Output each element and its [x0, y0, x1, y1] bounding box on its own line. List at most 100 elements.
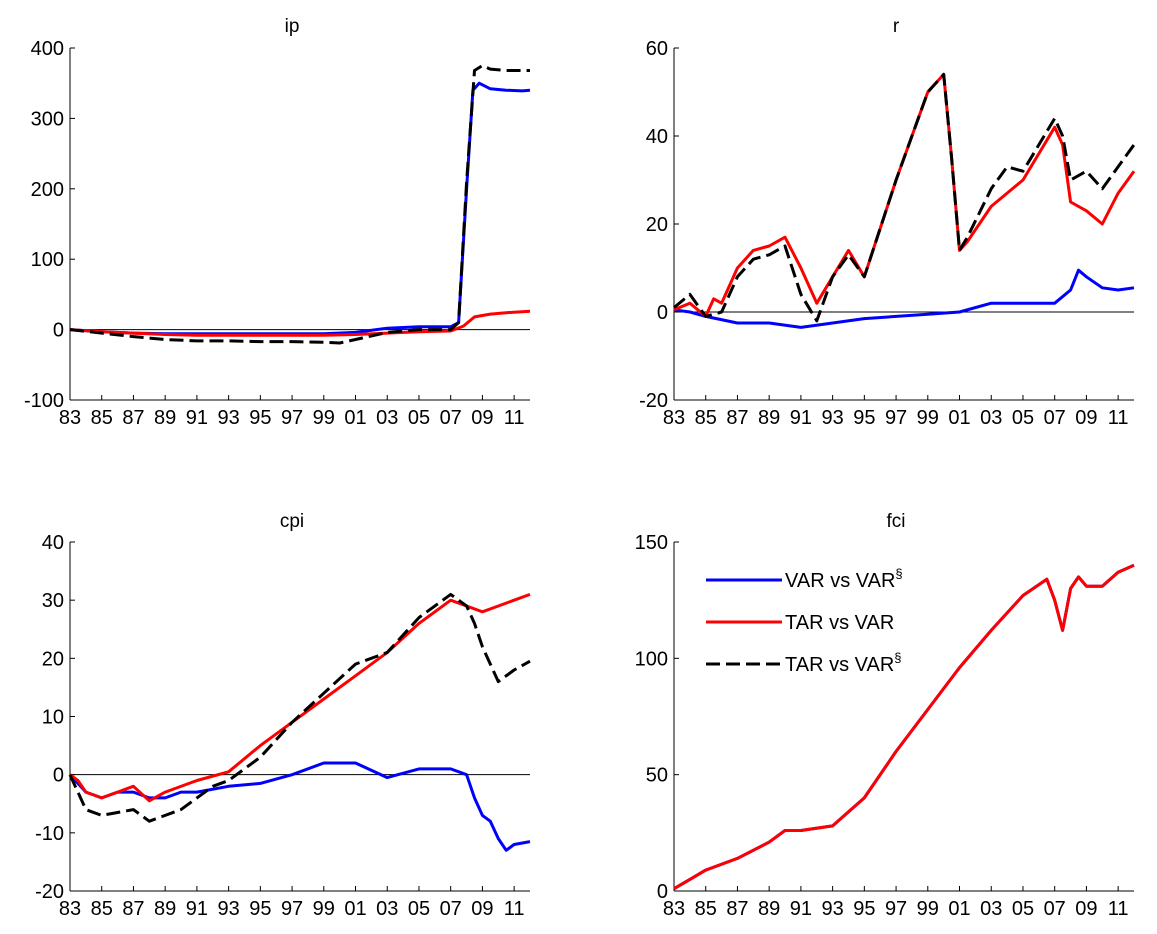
y-tick-label: 200 — [31, 179, 64, 201]
series-line-2 — [68, 592, 531, 823]
x-tick-label: 85 — [695, 898, 717, 920]
x-tick-label: 93 — [821, 898, 843, 920]
y-tick-label: 30 — [42, 590, 64, 612]
x-tick-label: 83 — [59, 898, 81, 920]
x-tick-label: 07 — [440, 407, 462, 429]
x-tick-label: 01 — [344, 898, 366, 920]
tick-group: -100 0 100 200 300 400 83 85 87 89 91 93 95 97 99 01 03 0… — [24, 38, 530, 429]
y-tick-label: 50 — [646, 765, 668, 787]
plot-area — [68, 592, 531, 852]
y-tick-label: 400 — [31, 38, 64, 60]
x-tick-label: 09 — [1075, 898, 1097, 920]
x-tick-label: 99 — [313, 407, 335, 429]
x-tick-label: 97 — [885, 407, 907, 429]
x-tick-label: 11 — [1108, 898, 1129, 920]
series-line-2 — [673, 72, 1136, 323]
x-tick-label: 03 — [980, 407, 1002, 429]
y-tick-label: 0 — [53, 765, 64, 787]
y-tick-label: -20 — [639, 390, 668, 412]
x-tick-label: 91 — [790, 407, 812, 429]
plot-area — [673, 72, 1136, 329]
series-line-1 — [69, 309, 531, 337]
tick-group: 0 50 100 150 83 85 87 89 91 93 95 97 99 01 03 05 07 09 11 — [635, 532, 1134, 920]
series-line-1 — [673, 563, 1135, 890]
x-tick-label: 09 — [471, 407, 493, 429]
plot-area — [69, 64, 531, 345]
x-tick-label: 87 — [726, 407, 748, 429]
y-tick-label: 20 — [646, 214, 668, 236]
x-tick-label: 91 — [790, 898, 812, 920]
x-tick-label: 11 — [504, 898, 525, 920]
tick-group: -20 0 20 40 60 83 85 87 89 91 93 95 97 99 01 03 05 07 09 11 — [639, 38, 1134, 429]
x-tick-label: 11 — [504, 407, 525, 429]
x-tick-label: 05 — [1012, 407, 1034, 429]
x-tick-label: 03 — [980, 898, 1002, 920]
x-tick-label: 97 — [281, 898, 303, 920]
x-tick-label: 91 — [186, 407, 208, 429]
panel-r: r -20 0 20 40 60 83 85 87 89 91 93 95 97 99 01 03 05 07 09… — [639, 16, 1136, 429]
x-tick-label: 95 — [249, 407, 271, 429]
series-line-0 — [673, 268, 1135, 329]
x-tick-label: 95 — [853, 898, 875, 920]
x-tick-label: 99 — [917, 898, 939, 920]
x-tick-label: 89 — [154, 407, 176, 429]
x-tick-label: 07 — [440, 898, 462, 920]
x-tick-label: 99 — [313, 898, 335, 920]
y-tick-label: 150 — [635, 532, 668, 554]
x-tick-label: 87 — [726, 898, 748, 920]
x-tick-label: 85 — [91, 407, 113, 429]
x-tick-label: 91 — [186, 898, 208, 920]
x-tick-label: 01 — [344, 407, 366, 429]
tick-group: -20 -10 0 10 20 30 40 83 85 87 89 91 93 95 97 99 01 03 05 0… — [35, 532, 530, 920]
x-tick-label: 97 — [281, 407, 303, 429]
legend-label: TAR vs VAR — [785, 612, 894, 634]
y-tick-label: 0 — [53, 320, 64, 342]
y-tick-label: -100 — [24, 390, 64, 412]
series-line-2 — [69, 64, 530, 345]
x-tick-label: 09 — [1075, 407, 1097, 429]
x-tick-label: 93 — [821, 407, 843, 429]
x-tick-label: 97 — [885, 898, 907, 920]
x-tick-label: 83 — [59, 407, 81, 429]
x-tick-label: 05 — [1012, 898, 1034, 920]
x-tick-label: 03 — [376, 407, 398, 429]
x-tick-label: 85 — [91, 898, 113, 920]
y-tick-label: 60 — [646, 38, 668, 60]
y-tick-label: 100 — [635, 648, 668, 670]
x-tick-label: 87 — [122, 898, 144, 920]
y-tick-label: 100 — [31, 249, 64, 271]
x-tick-label: 03 — [376, 898, 398, 920]
x-tick-label: 87 — [122, 407, 144, 429]
y-tick-label: 40 — [646, 126, 668, 148]
x-tick-label: 85 — [695, 407, 717, 429]
x-tick-label: 05 — [408, 898, 430, 920]
x-tick-label: 07 — [1044, 407, 1066, 429]
x-tick-label: 01 — [948, 407, 970, 429]
x-tick-label: 83 — [663, 898, 685, 920]
x-tick-label: 95 — [853, 407, 875, 429]
legend-superscript: § — [894, 650, 901, 665]
y-tick-label: 10 — [42, 707, 64, 729]
series-line-0 — [68, 761, 531, 852]
y-tick-label: 40 — [42, 532, 64, 554]
y-tick-label: -20 — [35, 881, 64, 903]
y-tick-label: -10 — [35, 823, 64, 845]
x-tick-label: 07 — [1044, 898, 1066, 920]
x-tick-label: 95 — [249, 898, 271, 920]
legend: VAR vs VAR§ TAR vs VAR TAR vs VAR§ — [706, 566, 903, 676]
y-tick-label: 0 — [657, 302, 668, 324]
x-tick-label: 83 — [663, 407, 685, 429]
legend-label: VAR vs VAR§ — [785, 566, 903, 592]
legend-superscript: § — [895, 566, 902, 581]
x-tick-label: 01 — [948, 898, 970, 920]
x-tick-label: 09 — [471, 898, 493, 920]
y-tick-label: 300 — [31, 108, 64, 130]
x-tick-label: 99 — [917, 407, 939, 429]
x-tick-label: 05 — [408, 407, 430, 429]
series-line-1 — [69, 592, 531, 803]
panel-title: r — [893, 16, 900, 37]
x-tick-label: 89 — [758, 898, 780, 920]
x-tick-label: 93 — [217, 898, 239, 920]
